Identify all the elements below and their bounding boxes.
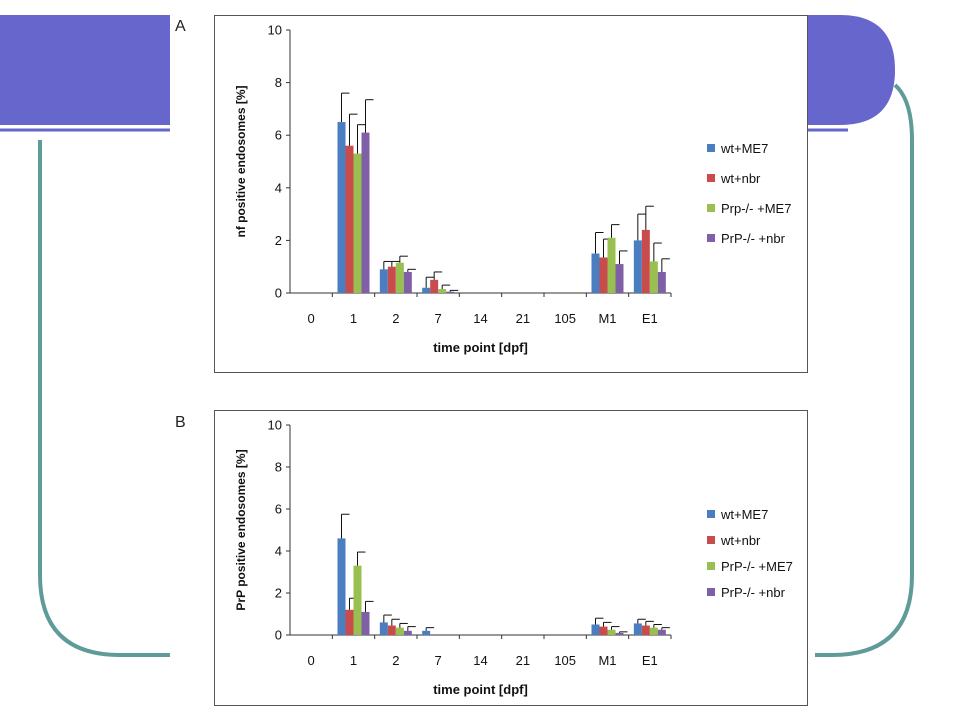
chart-a-legend-label: Prp-/- +ME7 — [721, 201, 791, 216]
chart-a-x-tick-label: 21 — [516, 311, 530, 326]
chart-b-bar — [641, 625, 650, 635]
chart-a-bar — [379, 269, 388, 293]
chart-b: 0 2 4 6 8 10 0 1 2 7 14 21 105 M1 E1 time point [dpf] Pr… — [234, 418, 793, 698]
chart-a-bar — [633, 240, 642, 293]
chart-b-bar — [403, 630, 412, 635]
chart-b-x-axis-label: time point [dpf] — [433, 682, 528, 697]
chart-a-bar — [387, 266, 396, 293]
chart-a-bar — [615, 264, 624, 293]
slide-right-frame-line — [815, 83, 914, 657]
chart-a-x-tick-label: 14 — [473, 311, 487, 326]
chart-b-x-tick-label: 0 — [308, 653, 315, 668]
chart-b-bar — [337, 538, 346, 635]
chart-a-bar — [438, 289, 447, 293]
chart-b-x-tick-label: 21 — [516, 653, 530, 668]
chart-b-bar — [387, 625, 396, 635]
chart-b-bar — [395, 627, 404, 635]
chart-b-y-tick-label: 10 — [268, 418, 282, 433]
chart-a-bar — [430, 279, 439, 293]
chart-a-y-tick-label: 8 — [275, 75, 282, 90]
chart-b-y-tick-label: 2 — [275, 586, 282, 601]
chart-b-x-tick-label: 1 — [350, 653, 357, 668]
chart-a: 0 2 4 6 8 10 0 1 2 7 14 21 105 M1 E1 time point [dpf] nf… — [234, 23, 791, 356]
chart-b-bar — [361, 611, 370, 635]
chart-b-x-tick-label: 105 — [554, 653, 576, 668]
chart-b-y-tick-label: 0 — [275, 628, 282, 643]
chart-b-bar — [345, 609, 354, 635]
chart-b-frame: 0 2 4 6 8 10 0 1 2 7 14 21 105 M1 E1 time point [dpf] Pr… — [214, 410, 808, 706]
chart-b-legend-label: wt+ME7 — [720, 507, 768, 522]
chart-a-legend-swatch — [707, 174, 715, 182]
chart-b-x-tick-label: 2 — [392, 653, 399, 668]
chart-a-bar — [591, 253, 600, 293]
chart-a-y-tick-label: 0 — [275, 286, 282, 301]
chart-b-y-tick-label: 4 — [275, 544, 282, 559]
chart-b-legend-swatch — [707, 562, 715, 570]
chart-b-legend-label: PrP-/- +nbr — [721, 585, 786, 600]
panel-b-label: B — [175, 414, 186, 431]
slide-left-frame-line — [38, 140, 170, 657]
chart-a-x-tick-label: M1 — [598, 311, 616, 326]
chart-b-x-tick-label: M1 — [598, 653, 616, 668]
chart-a-x-tick-label: 0 — [308, 311, 315, 326]
chart-b-bar — [633, 623, 642, 635]
chart-b-legend-swatch — [707, 588, 715, 596]
chart-a-bar — [345, 145, 354, 293]
chart-a-legend-swatch — [707, 144, 715, 152]
chart-b-legend-swatch — [707, 536, 715, 544]
chart-a-bar — [353, 153, 362, 293]
chart-a-legend-label: wt+ME7 — [720, 141, 768, 156]
chart-a-x-tick-label: E1 — [642, 311, 658, 326]
slide-title-bar-right — [808, 15, 895, 125]
chart-a-x-tick-label: 2 — [392, 311, 399, 326]
chart-b-bar — [599, 626, 608, 635]
chart-a-bar — [657, 271, 666, 293]
chart-a-x-tick-label: 7 — [435, 311, 442, 326]
chart-b-legend-swatch — [707, 510, 715, 518]
chart-b-y-tick-label: 8 — [275, 460, 282, 475]
chart-a-y-tick-label: 10 — [268, 23, 282, 38]
chart-a-bar — [599, 257, 608, 293]
chart-b-x-tick-label: 14 — [473, 653, 487, 668]
chart-a-bar — [607, 237, 616, 293]
chart-b-bar — [607, 629, 616, 635]
chart-b-y-tick-label: 6 — [275, 502, 282, 517]
chart-a-y-axis-label: nf positive endosomes [%] — [234, 85, 248, 237]
chart-b-bar — [353, 565, 362, 635]
chart-a-bar — [361, 132, 370, 293]
chart-a-legend-swatch — [707, 234, 715, 242]
chart-a-y-tick-label: 6 — [275, 128, 282, 143]
chart-a-bar — [422, 287, 431, 293]
chart-b-legend-label: PrP-/- +ME7 — [721, 559, 793, 574]
slide-title-bar-left — [0, 15, 170, 125]
chart-b-bar — [657, 629, 666, 635]
chart-a-bar — [446, 291, 455, 293]
chart-b-bar — [615, 632, 624, 635]
chart-b-legend-label: wt+nbr — [720, 533, 761, 548]
chart-b-bar — [379, 622, 388, 635]
chart-a-x-tick-label: 105 — [554, 311, 576, 326]
chart-b-x-tick-label: E1 — [642, 653, 658, 668]
chart-a-x-tick-label: 1 — [350, 311, 357, 326]
chart-a-y-tick-label: 2 — [275, 233, 282, 248]
chart-a-legend-label: wt+nbr — [720, 171, 761, 186]
chart-b-bar — [649, 627, 658, 635]
chart-b-bar — [591, 624, 600, 635]
chart-a-bar — [403, 271, 412, 293]
chart-a-bar — [337, 122, 346, 293]
chart-a-legend-label: PrP-/- +nbr — [721, 231, 786, 246]
panel-a-label: A — [175, 18, 186, 35]
chart-a-x-axis-label: time point [dpf] — [433, 340, 528, 355]
chart-b-y-axis-label: PrP positive endosomes [%] — [234, 449, 248, 610]
chart-a-bar — [395, 262, 404, 293]
chart-a-legend-swatch — [707, 204, 715, 212]
chart-a-frame: 0 2 4 6 8 10 0 1 2 7 14 21 105 M1 E1 time point [dpf] nf… — [214, 15, 808, 373]
chart-b-x-tick-label: 7 — [435, 653, 442, 668]
chart-a-y-tick-label: 4 — [275, 180, 282, 195]
chart-a-bar — [649, 261, 658, 293]
chart-a-bar — [641, 229, 650, 293]
chart-b-bar — [422, 630, 431, 635]
